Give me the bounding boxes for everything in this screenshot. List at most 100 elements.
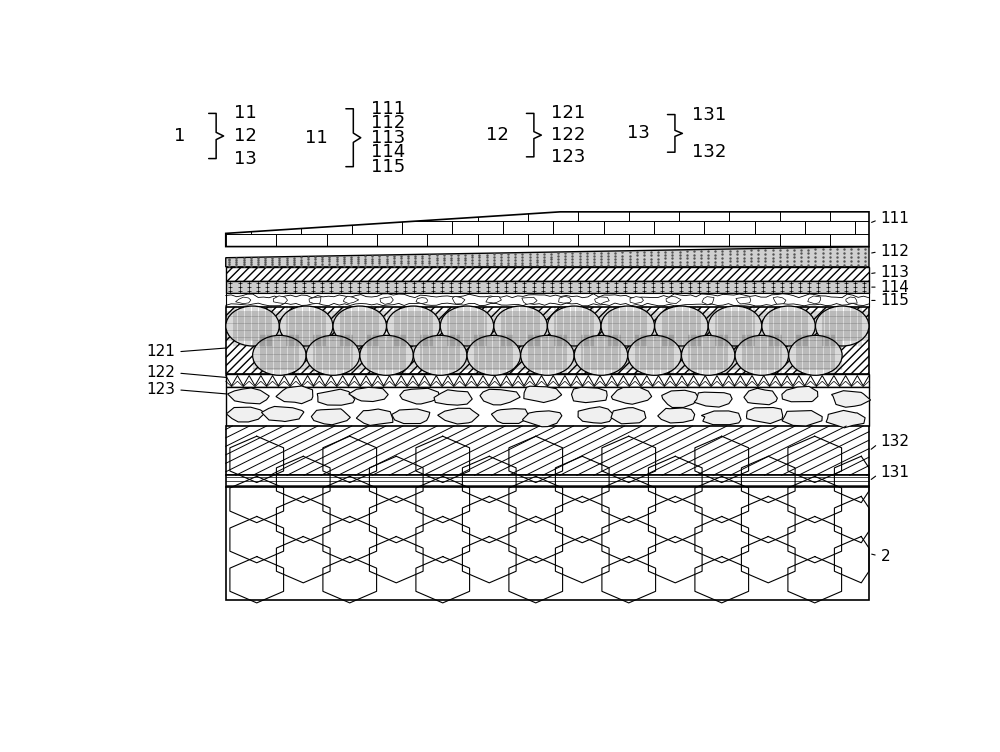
Polygon shape [228,388,269,404]
Bar [805,221,855,234]
Polygon shape [311,409,350,425]
Polygon shape [523,411,562,427]
Bar [226,487,869,600]
Bar [906,221,956,234]
Bar [226,475,869,487]
Text: 115: 115 [872,293,910,308]
Polygon shape [658,408,695,423]
Polygon shape [380,297,393,305]
Text: 121: 121 [146,344,262,359]
Circle shape [360,335,413,375]
Polygon shape [782,387,818,402]
Bar [352,196,402,208]
Text: 13: 13 [627,124,649,142]
Text: 131: 131 [692,105,727,123]
Polygon shape [736,297,751,304]
Bar [402,221,452,234]
Bar [226,387,869,426]
Polygon shape [595,297,609,304]
Bar [629,208,679,221]
Polygon shape [662,390,699,408]
Bar [402,196,452,208]
Bar [881,208,931,221]
Polygon shape [276,386,313,404]
Polygon shape [701,411,741,425]
Polygon shape [782,411,822,426]
Bar [503,221,553,234]
Bar [377,208,427,221]
Bar [528,234,578,247]
Bar [604,196,654,208]
Bar [679,208,729,221]
Bar [578,234,629,247]
Text: 11: 11 [305,129,328,147]
Bar [855,196,906,208]
Polygon shape [434,390,472,405]
Polygon shape [666,296,681,304]
Text: 111: 111 [371,100,405,118]
Bar [226,308,869,374]
Polygon shape [611,408,646,424]
Polygon shape [522,297,537,305]
Bar [503,196,553,208]
Bar [553,221,604,234]
Polygon shape [226,212,869,247]
Bar [427,208,478,221]
Circle shape [735,335,789,375]
Text: 12: 12 [234,127,256,145]
Polygon shape [226,407,265,422]
Bar [629,234,679,247]
Bar [352,221,402,234]
Polygon shape [480,390,520,405]
Bar [729,208,780,221]
Bar [654,196,704,208]
Polygon shape [491,408,529,423]
Text: 122: 122 [146,365,262,381]
Bar [276,208,326,221]
Polygon shape [261,406,304,422]
Bar [906,196,956,208]
Bar [478,234,528,247]
Text: 131: 131 [871,465,910,480]
Text: 114: 114 [371,143,405,161]
Circle shape [574,335,628,375]
Circle shape [815,306,869,346]
Bar [427,234,478,247]
Circle shape [708,306,762,346]
Circle shape [413,335,467,375]
Bar [251,221,301,234]
Bar [452,221,503,234]
Bar [226,293,869,308]
Circle shape [628,335,681,375]
Circle shape [440,306,494,346]
Polygon shape [317,390,355,405]
Polygon shape [236,297,251,304]
Circle shape [521,335,574,375]
Polygon shape [309,297,321,304]
Bar [578,208,629,221]
Bar [830,234,881,247]
Text: 132: 132 [692,143,727,161]
Text: 123: 123 [146,382,262,397]
Circle shape [655,306,708,346]
Polygon shape [611,387,652,405]
Polygon shape [452,296,465,304]
Bar [201,221,251,234]
Bar [553,196,604,208]
Bar [855,221,906,234]
Text: 121: 121 [551,105,586,123]
Polygon shape [630,296,643,304]
Text: 122: 122 [551,126,586,144]
Bar [830,208,881,221]
Polygon shape [486,296,501,303]
Bar [276,234,326,247]
Bar [805,196,855,208]
Circle shape [253,335,306,375]
Bar [251,196,301,208]
Polygon shape [349,387,388,402]
Bar [226,267,869,281]
Circle shape [681,335,735,375]
Text: 111: 111 [872,211,910,226]
Text: 123: 123 [551,148,586,166]
Bar [729,234,780,247]
